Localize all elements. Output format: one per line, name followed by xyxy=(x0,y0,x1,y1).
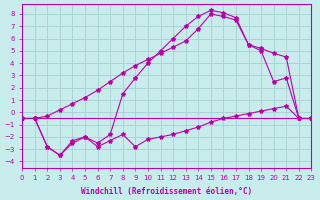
X-axis label: Windchill (Refroidissement éolien,°C): Windchill (Refroidissement éolien,°C) xyxy=(81,187,252,196)
